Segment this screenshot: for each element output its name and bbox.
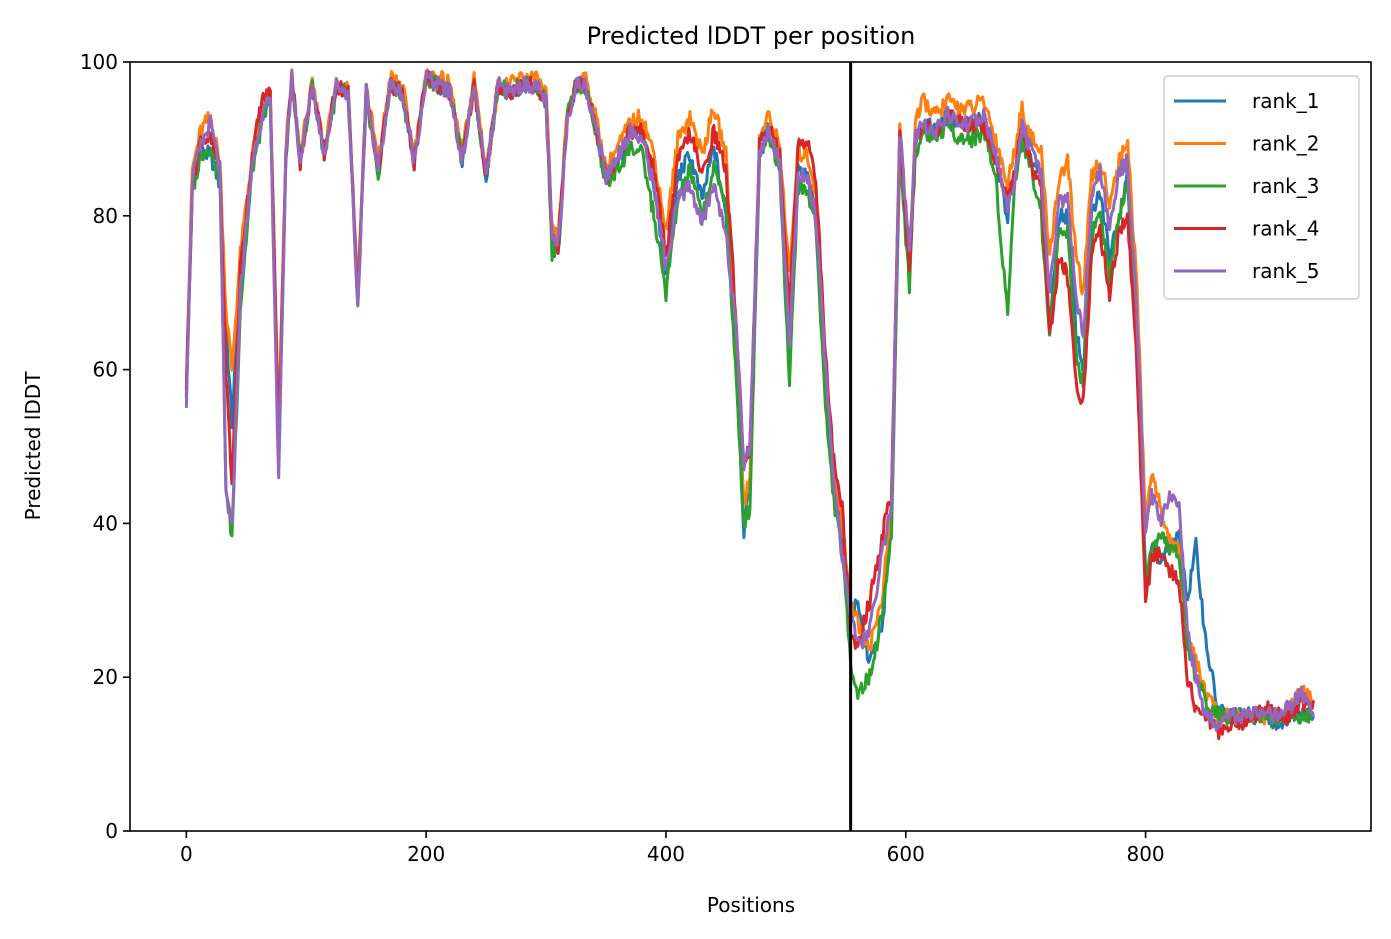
chart-title: Predicted lDDT per position — [587, 22, 916, 50]
x-tick-label: 800 — [1126, 842, 1164, 866]
y-tick-label: 60 — [93, 358, 118, 382]
ticks-layer: 0 200 400 600 800 0 20 40 60 80 100 — [80, 50, 1165, 866]
y-tick-label: 100 — [80, 50, 118, 74]
y-tick-label: 0 — [105, 819, 118, 843]
x-tick-label: 600 — [887, 842, 925, 866]
series-line-rank_5 — [184, 69, 1315, 732]
y-tick-label: 80 — [93, 204, 118, 228]
legend-label-rank_3: rank_3 — [1252, 174, 1319, 198]
legend-label-rank_1: rank_1 — [1252, 89, 1319, 113]
legend: rank_1 rank_2 rank_3 rank_4 rank_5 — [1163, 75, 1360, 300]
y-tick-label: 20 — [93, 665, 118, 689]
plot-frame — [129, 61, 1372, 832]
x-axis-label: Positions — [707, 893, 795, 917]
y-axis-label: Predicted lDDT — [21, 371, 45, 521]
legend-label-rank_5: rank_5 — [1252, 259, 1319, 283]
legend-frame — [1163, 75, 1360, 300]
x-tick-label: 0 — [180, 842, 193, 866]
series-layer — [184, 68, 1315, 741]
legend-label-rank_4: rank_4 — [1252, 217, 1319, 241]
x-tick-label: 200 — [407, 842, 445, 866]
y-tick-label: 40 — [93, 511, 118, 535]
legend-label-rank_2: rank_2 — [1252, 132, 1319, 156]
x-tick-label: 400 — [647, 842, 685, 866]
